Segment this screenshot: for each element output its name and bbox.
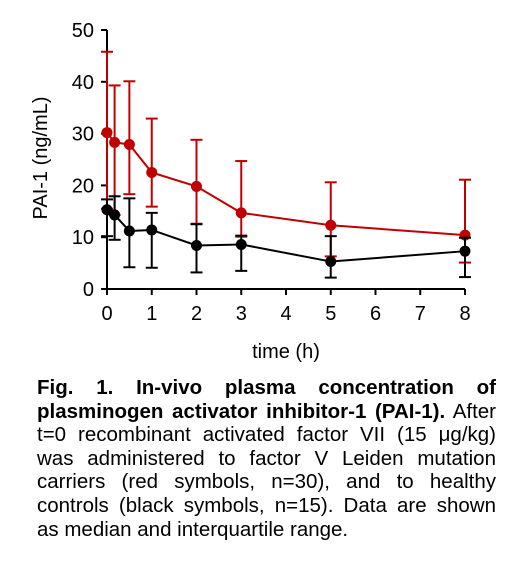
x-tick-label: 5 [325, 303, 336, 325]
x-tick-label: 4 [280, 303, 291, 325]
series-line [106, 131, 466, 237]
series-1 [101, 195, 471, 279]
y-axis-title: PAI-1 (ng/mL) [30, 97, 52, 220]
caption-title: Fig. 1. In-vivo plasma concentration of … [37, 376, 496, 423]
plot-area [101, 50, 471, 279]
data-point [459, 245, 471, 257]
pai1-chart: 0 1 2 3 4 5 6 7 8 0 10 20 30 40 50 time (h) PAI-1 (ng/… [30, 20, 471, 363]
series-0 [101, 50, 471, 264]
x-tick-label: 1 [146, 303, 157, 325]
y-tick-label: 0 [83, 279, 94, 301]
x-tick-label: 6 [370, 303, 381, 325]
y-tick-label: 40 [72, 72, 94, 94]
figure-caption: Fig. 1. In-vivo plasma concentration of … [37, 376, 496, 541]
x-tick-label: 0 [101, 303, 112, 325]
data-point [101, 127, 113, 139]
data-point [109, 209, 121, 221]
data-point [325, 219, 337, 231]
y-tick-label: 30 [72, 124, 94, 146]
data-point [191, 180, 202, 192]
x-tick-label: 2 [191, 303, 202, 325]
data-point [146, 224, 158, 236]
y-tick-label: 20 [72, 175, 94, 197]
x-tick-label: 3 [236, 303, 247, 325]
axes: 0 1 2 3 4 5 6 7 8 0 10 20 30 40 50 [72, 20, 471, 325]
data-point [146, 166, 158, 178]
data-point [123, 138, 135, 150]
x-axis-title: time (h) [252, 341, 320, 363]
series-line [106, 208, 466, 263]
data-point [123, 225, 135, 237]
x-tick-label: 8 [459, 303, 470, 325]
data-point [235, 207, 247, 219]
data-point [235, 238, 247, 250]
data-point [325, 256, 337, 268]
x-tick-label: 7 [415, 303, 426, 325]
data-point [109, 136, 121, 148]
y-tick-label: 50 [72, 20, 94, 42]
caption-text: After t=0 recombinant activated factor V… [37, 399, 496, 541]
y-tick-label: 10 [72, 227, 94, 249]
data-point [191, 239, 202, 251]
